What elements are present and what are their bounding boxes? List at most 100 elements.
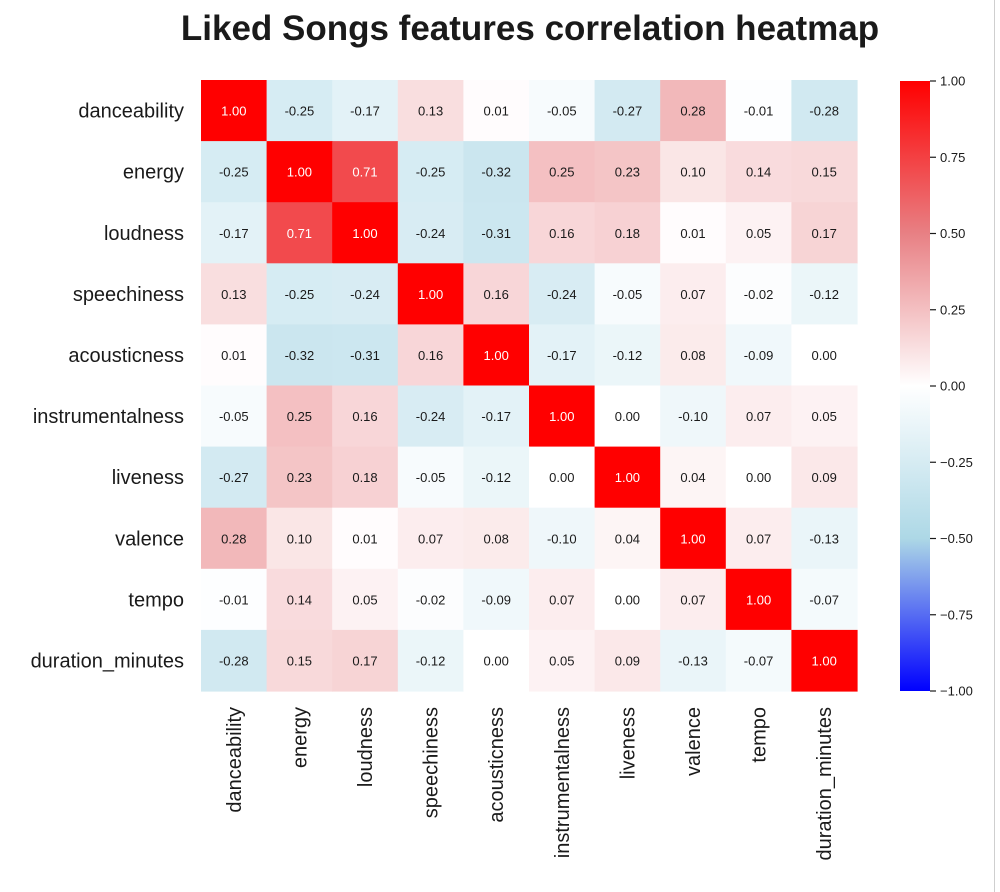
heatmap-cell: [791, 263, 858, 325]
row-label: danceability: [78, 101, 184, 123]
heatmap-cell: [725, 568, 792, 631]
heatmap-cell: [594, 202, 661, 264]
window-edge: [994, 0, 1000, 892]
cell-value-label: 0.00: [615, 409, 640, 424]
heatmap-cell: [332, 80, 399, 142]
cell-value-label: -0.17: [350, 104, 380, 119]
cell-value-label: 1.00: [746, 592, 771, 607]
cell-value-label: -0.02: [744, 287, 774, 302]
colorbar: 1.00 0.75 0.50 0.25 0.00 −0.25 −0.50 −0.75 −1.00: [900, 74, 973, 699]
cell-value-label: -0.01: [744, 104, 774, 119]
cell-value-label: 1.00: [615, 470, 640, 485]
heatmap-cell: [463, 80, 530, 142]
heatmap-cell: [660, 80, 727, 142]
cell-value-label: 0.23: [615, 165, 640, 180]
colorbar-tick-label: 0.25: [940, 302, 965, 317]
cell-value-label: 0.10: [287, 531, 312, 546]
heatmap-cell: [791, 446, 858, 509]
cell-value-label: 1.00: [680, 531, 705, 546]
heatmap-cell: [397, 141, 464, 203]
cell-value-label: 1.00: [549, 409, 574, 424]
cell-value-label: 0.28: [221, 531, 246, 546]
heatmap-cell: [397, 324, 464, 387]
heatmap-cell: [725, 80, 792, 142]
cell-value-label: -0.10: [678, 409, 708, 424]
cell-value-label: -0.05: [613, 287, 643, 302]
heatmap-cell: [201, 507, 268, 570]
column-label: liveness: [617, 707, 639, 779]
cell-value-label: 0.05: [352, 592, 377, 607]
heatmap-cell: [463, 324, 530, 387]
heatmap-cell: [594, 507, 661, 570]
cell-value-label: 0.13: [418, 104, 443, 119]
heatmap-cell: [201, 141, 268, 203]
heatmap-cell: [529, 568, 596, 631]
heatmap-cell: [463, 446, 530, 509]
heatmap-cell: [266, 141, 333, 203]
heatmap-cell: [463, 629, 530, 692]
cell-value-label: 0.14: [746, 165, 771, 180]
heatmap-cell: [201, 446, 268, 509]
column-labels: danceability energy loudness speechiness aco…: [224, 707, 836, 860]
heatmap-cell: [529, 385, 596, 448]
heatmap-cell: [529, 324, 596, 387]
cell-value-label: 0.04: [680, 470, 705, 485]
cell-value-label: 1.00: [418, 287, 443, 302]
heatmap-cell: [332, 629, 399, 692]
heatmap-cell: [529, 629, 596, 692]
heatmap-cell: [266, 80, 333, 142]
heatmap-cell: [594, 324, 661, 387]
cell-value-label: 0.05: [812, 409, 837, 424]
heatmap-cell: [725, 629, 792, 692]
cell-value-label: -0.12: [613, 348, 643, 363]
heatmap-cell: [332, 446, 399, 509]
heatmap-cell: [397, 507, 464, 570]
cell-value-label: 0.00: [549, 470, 574, 485]
row-label: acousticness: [68, 345, 184, 367]
heatmap-cell: [594, 80, 661, 142]
cell-value-label: 0.01: [352, 531, 377, 546]
heatmap-cell: [397, 202, 464, 264]
heatmap-cell: [266, 629, 333, 692]
heatmap-cell: [332, 263, 399, 325]
heatmap-cell: [791, 385, 858, 448]
heatmap-cell: [463, 202, 530, 264]
cell-value-label: -0.05: [219, 409, 249, 424]
cell-value-label: 0.07: [418, 531, 443, 546]
heatmap-cell: [594, 446, 661, 509]
heatmap-cell: [725, 446, 792, 509]
cell-value-label: 0.25: [287, 409, 312, 424]
heatmap-cell: [463, 141, 530, 203]
heatmap-cell: [725, 141, 792, 203]
heatmap-cell: [201, 80, 268, 142]
heatmap-cell: [266, 568, 333, 631]
cell-value-label: 0.09: [812, 470, 837, 485]
heatmap-cell: [201, 324, 268, 387]
cell-value-label: -0.17: [481, 409, 511, 424]
heatmap-cell: [791, 80, 858, 142]
cell-value-label: -0.25: [285, 104, 315, 119]
cell-value-label: -0.31: [350, 348, 380, 363]
cell-value-label: -0.12: [416, 653, 446, 668]
heatmap-cell: [529, 202, 596, 264]
column-label: acousticness: [486, 707, 508, 823]
cell-value-label: 0.01: [221, 348, 246, 363]
heatmap-cell: [201, 385, 268, 448]
heatmap-cell: [791, 324, 858, 387]
cell-value-label: -0.07: [744, 653, 774, 668]
cell-value-label: 1.00: [287, 165, 312, 180]
cell-value-label: -0.25: [219, 165, 249, 180]
cell-value-label: 0.07: [549, 592, 574, 607]
row-labels: danceability energy loudness speechiness aco…: [31, 101, 184, 673]
heatmap-cell: [397, 629, 464, 692]
cell-value-label: -0.24: [416, 226, 446, 241]
cell-value-label: -0.31: [481, 226, 511, 241]
cell-value-label: 0.13: [221, 287, 246, 302]
cell-value-label: -0.32: [285, 348, 315, 363]
heatmap-cell: [660, 568, 727, 631]
column-label: valence: [683, 707, 705, 776]
cell-value-label: 0.17: [352, 653, 377, 668]
cell-value-label: 0.15: [812, 165, 837, 180]
heatmap-cell: [791, 568, 858, 631]
